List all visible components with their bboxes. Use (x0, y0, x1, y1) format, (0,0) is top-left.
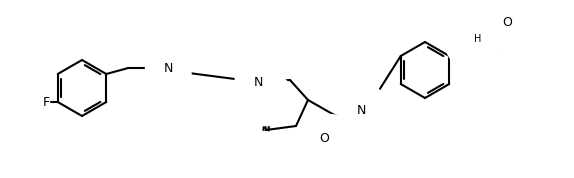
Text: N: N (356, 103, 366, 116)
Text: N: N (164, 62, 173, 75)
Text: H: H (361, 104, 369, 114)
Text: O: O (319, 132, 329, 145)
Text: H: H (474, 34, 481, 44)
Text: N: N (253, 75, 263, 88)
Text: F: F (42, 96, 50, 109)
Text: O: O (263, 95, 273, 108)
Text: N: N (464, 33, 474, 46)
Text: O: O (502, 17, 512, 30)
